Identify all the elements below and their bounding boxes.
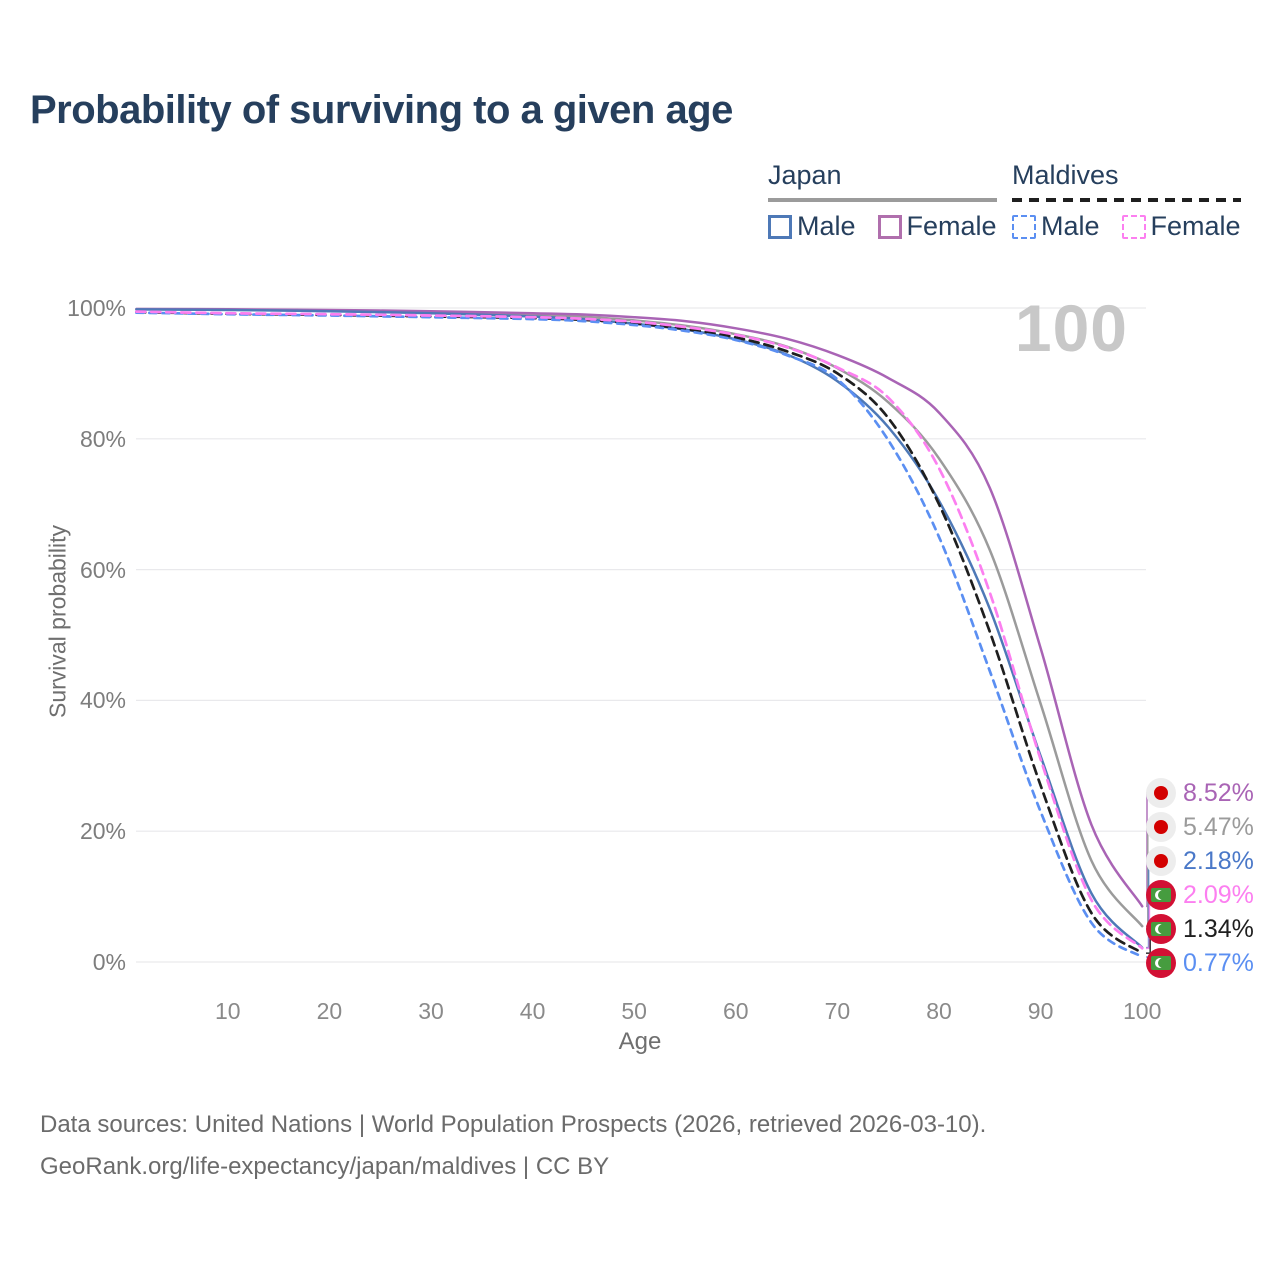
- legend-swatch-maldives-male: [1012, 214, 1036, 239]
- end-label-japan-male[interactable]: 2.18%: [1146, 845, 1254, 877]
- line-japan-male[interactable]: [135, 308, 1144, 949]
- japan-flag-icon: [1146, 812, 1176, 842]
- line-japan-female[interactable]: [135, 307, 1144, 908]
- end-value: 1.34%: [1183, 914, 1254, 943]
- data-sources-footer: Data sources: United Nations | World Pop…: [40, 1104, 986, 1188]
- x-tick-50: 50: [621, 998, 647, 1024]
- end-value: 5.47%: [1183, 812, 1254, 841]
- age-counter-watermark: 100: [1014, 291, 1128, 365]
- x-axis-title: Age: [618, 1028, 662, 1055]
- legend-swatch-japan-female: [877, 214, 902, 239]
- maldives-flag-icon: [1146, 880, 1176, 910]
- page-title: Probability of surviving to a given age: [30, 88, 733, 132]
- end-value: 2.18%: [1183, 846, 1254, 875]
- x-tick-30: 30: [418, 998, 444, 1024]
- y-tick-80: 80%: [79, 425, 126, 452]
- legend-underline-japan: [768, 198, 997, 202]
- y-tick-60: 60%: [79, 556, 126, 583]
- footer-line-2[interactable]: GeoRank.org/life-expectancy/japan/maldiv…: [40, 1153, 610, 1180]
- legend-swatch-japan-male: [768, 214, 792, 239]
- maldives-flag-icon: [1146, 948, 1176, 978]
- x-tick-100: 100: [1123, 998, 1162, 1024]
- legend-item-japan-male[interactable]: Male: [768, 211, 856, 242]
- legend-swatch-maldives-female: [1121, 214, 1146, 239]
- y-tick-20: 20%: [79, 818, 126, 845]
- legend-item-maldives-male[interactable]: Male: [1012, 211, 1100, 242]
- end-label-maldives-female[interactable]: 2.09%: [1146, 879, 1254, 911]
- end-label-japan-both[interactable]: 5.47%: [1146, 811, 1254, 843]
- legend-label-japan-male: Male: [797, 211, 856, 241]
- end-label-maldives-both[interactable]: 1.34%: [1146, 913, 1254, 945]
- legend-label-maldives-male: Male: [1041, 211, 1100, 241]
- x-tick-10: 10: [215, 998, 241, 1024]
- legend-item-japan-female[interactable]: Female: [877, 211, 997, 242]
- legend-group-maldives: Maldives Male Female: [1012, 160, 1241, 242]
- x-tick-90: 90: [1027, 998, 1054, 1024]
- y-axis-title: Survival probability: [44, 524, 71, 719]
- maldives-flag-icon: [1146, 914, 1176, 944]
- x-tick-60: 60: [723, 998, 749, 1024]
- legend-label-japan-female: Female: [906, 211, 997, 241]
- legend-group-japan: Japan Male Female: [768, 160, 997, 242]
- x-tick-80: 80: [926, 998, 952, 1024]
- legend-underline-maldives: [1012, 198, 1241, 202]
- legend-country-japan[interactable]: Japan: [768, 160, 842, 190]
- japan-flag-icon: [1146, 778, 1176, 808]
- end-value: 0.77%: [1183, 948, 1254, 977]
- footer-line-1: Data sources: United Nations | World Pop…: [40, 1111, 987, 1138]
- line-japan-both[interactable]: [135, 308, 1144, 928]
- legend-item-maldives-female[interactable]: Female: [1121, 211, 1241, 242]
- legend-label-maldives-female: Female: [1150, 211, 1241, 241]
- japan-flag-icon: [1146, 846, 1176, 876]
- end-value: 8.52%: [1183, 778, 1254, 807]
- line-maldives-male[interactable]: [135, 311, 1144, 959]
- y-tick-100: 100%: [67, 295, 126, 321]
- legend-country-maldives[interactable]: Maldives: [1012, 160, 1119, 190]
- x-tick-40: 40: [519, 998, 546, 1024]
- x-tick-70: 70: [824, 998, 851, 1024]
- end-value: 2.09%: [1183, 880, 1254, 909]
- y-tick-40: 40%: [79, 687, 126, 714]
- y-tick-0: 0%: [92, 949, 126, 975]
- line-maldives-both[interactable]: [135, 310, 1144, 955]
- end-label-japan-female[interactable]: 8.52%: [1146, 777, 1254, 809]
- end-label-maldives-male[interactable]: 0.77%: [1146, 947, 1254, 979]
- x-tick-20: 20: [316, 998, 343, 1024]
- line-maldives-female[interactable]: [135, 310, 1144, 950]
